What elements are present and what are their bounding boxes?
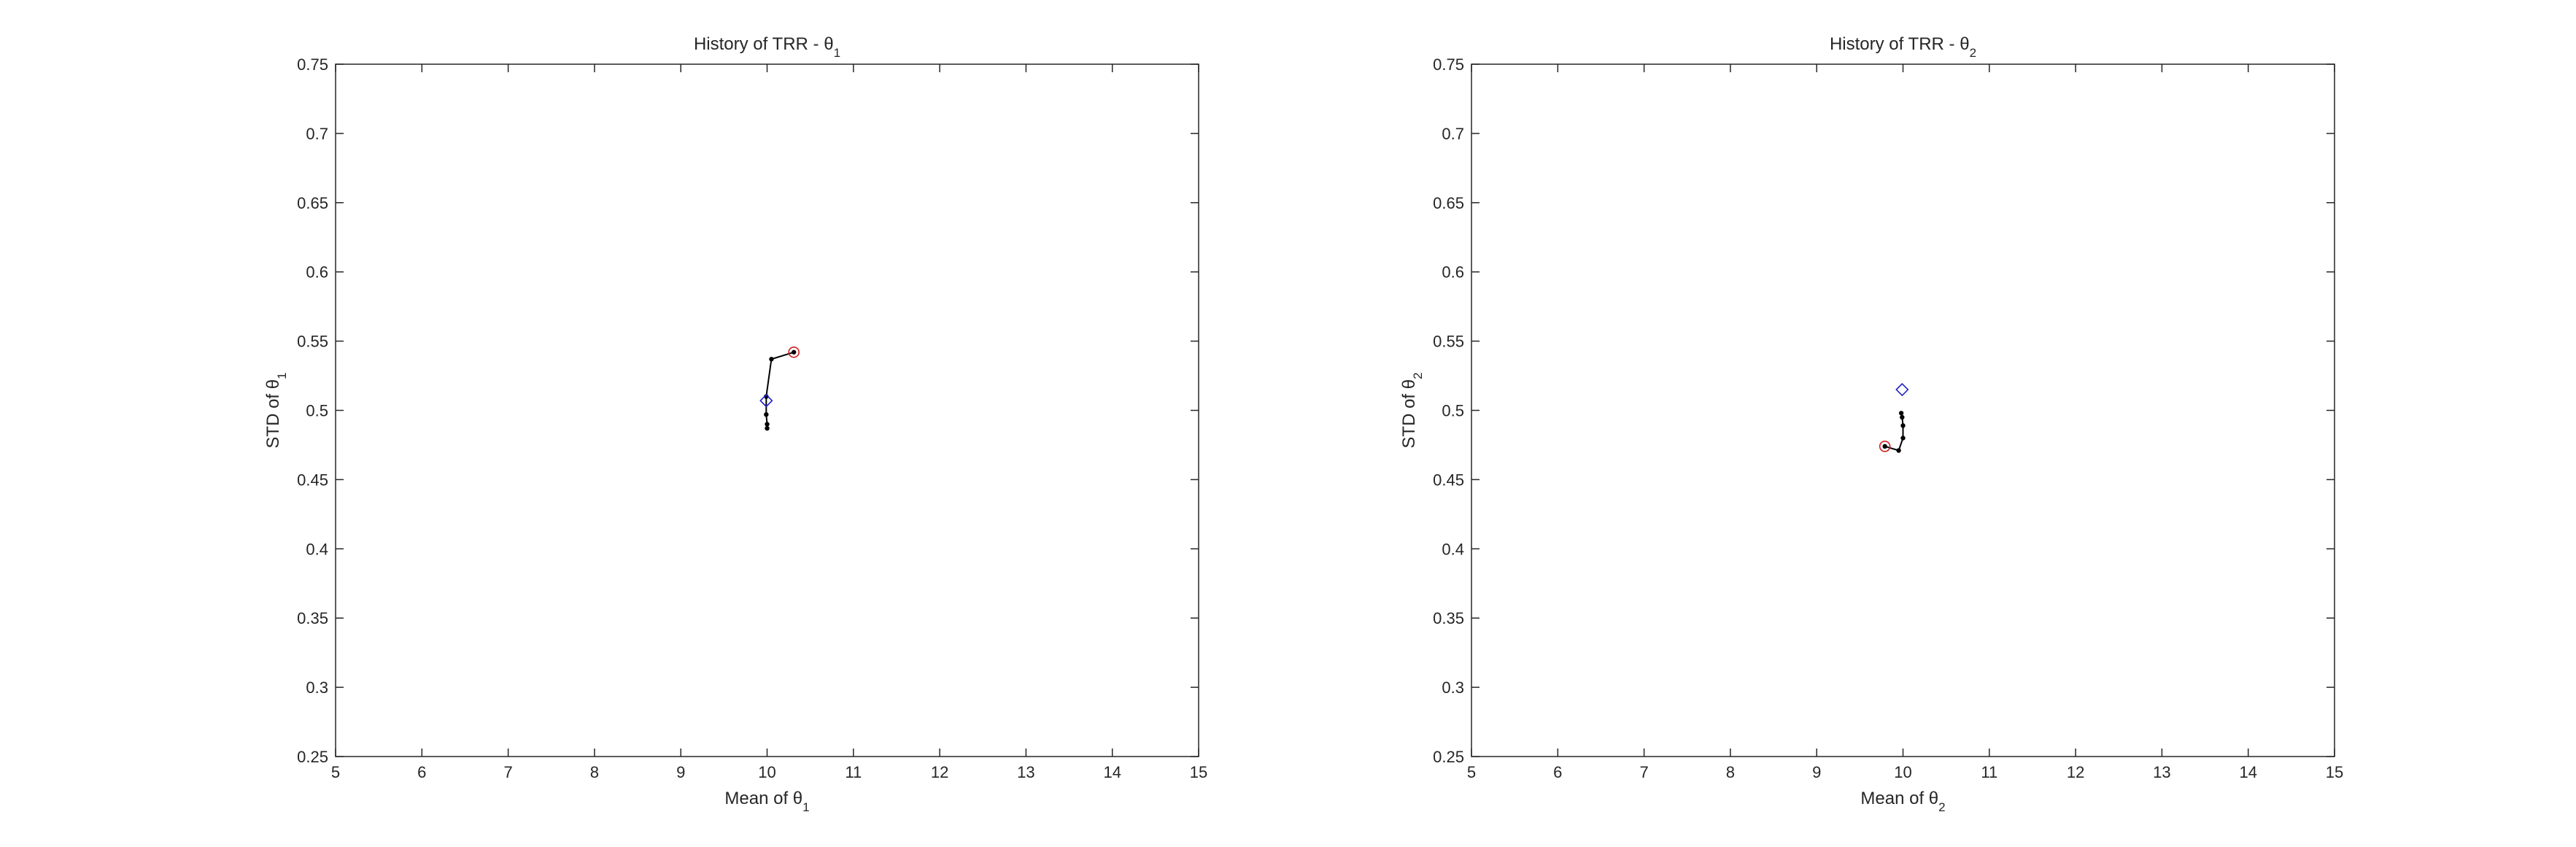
- chart-2: 5 6 7 8 9 10 11 12 13 14 15 0.25 0.3 0.35 0.4 0.45 0.5 0.…: [1399, 34, 2343, 814]
- y-tick-label: 0.75: [297, 55, 328, 74]
- x-tick-label: 12: [2067, 763, 2084, 781]
- x-tick-label: 11: [1981, 763, 1997, 781]
- x-tick-label: 10: [1894, 763, 1911, 781]
- y-tick-label: 0.55: [297, 333, 328, 351]
- history-point: [1900, 423, 1906, 428]
- x-tick-label: 13: [2153, 763, 2170, 781]
- y-tick-label: 0.7: [306, 125, 328, 143]
- chart-1: 5 6 7 8 9 10 11 12 13 14 150.250.30.350.40.450.50.…: [263, 34, 1207, 814]
- y-tick-label: 0.7: [1442, 125, 1464, 143]
- chart-title-subscript: 2: [1970, 46, 1976, 60]
- y-tick-label: 0.25: [297, 748, 328, 766]
- x-tick-label: 13: [1017, 763, 1034, 781]
- x-axis-title-subscript: 1: [802, 800, 809, 814]
- chart-title-text: History of TRR - θ: [694, 34, 834, 54]
- history-point: [769, 357, 774, 362]
- y-tick-label: 0.45: [1433, 471, 1464, 489]
- chart-title: History of TRR - θ1: [694, 34, 840, 60]
- history-point: [764, 411, 769, 417]
- x-tick-label: 5: [1467, 763, 1476, 781]
- y-tick-label: 0.5: [1442, 402, 1464, 420]
- y-tick-label: 0.5: [306, 402, 328, 420]
- end-marker: [1879, 441, 1891, 452]
- history-point: [765, 422, 770, 427]
- y-tick-label: 0.75: [1433, 55, 1464, 74]
- y-axis-title: STD of θ2: [1399, 372, 1425, 448]
- chart-title-text: History of TRR - θ: [1830, 34, 1970, 54]
- x-tick-label: 7: [1639, 763, 1648, 781]
- y-axis-title-subscript: 2: [1411, 372, 1425, 379]
- x-tick-label: 15: [2326, 763, 2343, 781]
- history-point: [1882, 444, 1887, 449]
- start-marker: [759, 394, 773, 408]
- x-tick-label: 12: [931, 763, 948, 781]
- history-point: [1900, 436, 1906, 441]
- y-tick-label: 0.65: [297, 194, 328, 212]
- end-marker: [788, 346, 800, 358]
- y-tick-label: 0.4: [1442, 540, 1464, 558]
- x-tick-label: 8: [1726, 763, 1735, 781]
- history-point: [1898, 411, 1904, 416]
- plot-area-frame: [335, 63, 1199, 757]
- start-marker: [1895, 382, 1909, 397]
- y-axis-title-subscript: 1: [275, 372, 289, 379]
- plot-area-frame: [1471, 63, 2335, 757]
- y-tick-label: 0.35: [1433, 609, 1464, 627]
- y-axis-title: STD of θ1: [263, 372, 289, 448]
- x-tick-label: 6: [1553, 763, 1562, 781]
- chart-title: History of TRR - θ2: [1830, 34, 1976, 60]
- x-tick-label: 6: [417, 763, 426, 781]
- x-tick-label: 5: [331, 763, 340, 781]
- x-tick-label: 14: [2239, 763, 2256, 781]
- x-tick-label: 9: [1812, 763, 1821, 781]
- x-axis-title: Mean of θ2: [1860, 789, 1945, 814]
- y-tick-label: 0.55: [1433, 333, 1464, 351]
- x-tick-label: 15: [1190, 763, 1207, 781]
- y-tick-label: 0.6: [1442, 263, 1464, 282]
- history-point: [1896, 448, 1901, 453]
- y-tick-label: 0.3: [306, 678, 328, 697]
- x-tick-label: 11: [845, 763, 862, 781]
- x-tick-label: 8: [590, 763, 599, 781]
- y-tick-label: 0.6: [306, 263, 328, 282]
- y-tick-label: 0.65: [1433, 194, 1464, 212]
- x-tick-label: 9: [676, 763, 685, 781]
- y-axis-title-text: STD of θ: [263, 379, 283, 449]
- x-axis-title: Mean of θ1: [724, 789, 809, 814]
- x-tick-label: 10: [758, 763, 775, 781]
- y-tick-label: 0.25: [1433, 748, 1464, 766]
- history-point: [1900, 414, 1905, 420]
- y-tick-label: 0.4: [306, 540, 328, 558]
- x-axis-title-text: Mean of θ: [724, 789, 802, 808]
- history-point: [765, 425, 770, 431]
- x-tick-label: 7: [503, 763, 512, 781]
- x-axis-title-subscript: 2: [1938, 800, 1945, 814]
- x-axis-title-text: Mean of θ: [1860, 789, 1938, 808]
- y-axis-title-text: STD of θ: [1399, 379, 1419, 449]
- y-tick-label: 0.3: [1442, 678, 1464, 697]
- chart-title-subscript: 1: [834, 46, 840, 60]
- y-tick-label: 0.45: [297, 471, 328, 489]
- history-point: [791, 349, 797, 355]
- x-tick-label: 14: [1103, 763, 1121, 781]
- y-tick-label: 0.35: [297, 609, 328, 627]
